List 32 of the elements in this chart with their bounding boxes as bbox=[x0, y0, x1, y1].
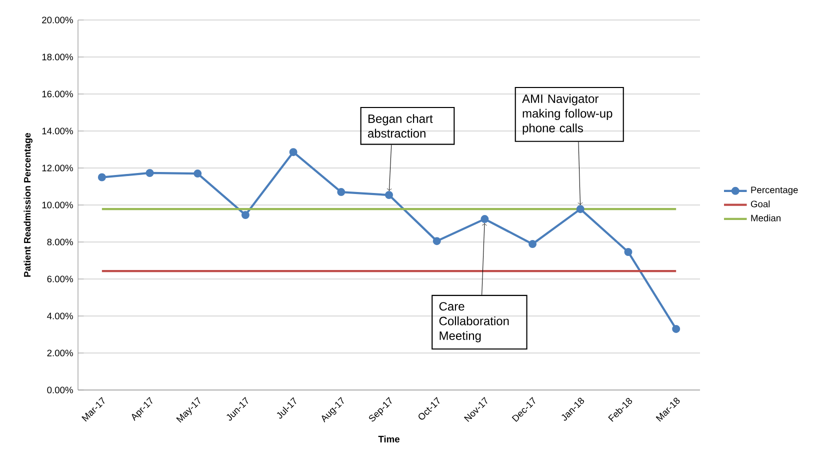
point bbox=[289, 148, 298, 156]
point bbox=[98, 173, 106, 182]
y-tick-label: 10.00% bbox=[42, 202, 73, 208]
y-tick-label: 8.00% bbox=[47, 238, 73, 246]
point bbox=[672, 324, 680, 333]
point bbox=[194, 170, 202, 178]
point bbox=[528, 240, 537, 248]
legend-label: Median bbox=[751, 214, 780, 222]
y-tick-label: 16.00% bbox=[42, 90, 73, 98]
legend-label: Percentage bbox=[751, 186, 798, 196]
y-tick-label: 0.00% bbox=[47, 386, 73, 394]
annotation: AMI Navigator making follow-up phone calls bbox=[522, 94, 612, 135]
annotation: Care Collaboration Meeting bbox=[439, 302, 509, 342]
legend-label: Goal bbox=[750, 200, 770, 208]
annotation: Began chart abstraction bbox=[368, 114, 433, 138]
point bbox=[241, 210, 250, 219]
point bbox=[576, 205, 584, 214]
y-tick-label: 20.00% bbox=[42, 16, 73, 24]
y-tick-label: 4.00% bbox=[47, 312, 73, 320]
y-axis-title: Patient Readmission Percentage bbox=[24, 132, 32, 277]
point bbox=[337, 188, 346, 196]
y-tick-label: 18.00% bbox=[42, 54, 73, 60]
point bbox=[624, 248, 632, 256]
x-axis-title: Time bbox=[378, 436, 400, 442]
y-tick-label: 14.00% bbox=[42, 128, 73, 134]
point bbox=[480, 215, 489, 224]
y-tick-label: 12.00% bbox=[42, 164, 73, 172]
point bbox=[432, 237, 441, 246]
y-tick-label: 6.00% bbox=[47, 276, 73, 282]
y-tick-label: 2.00% bbox=[47, 350, 73, 356]
point bbox=[385, 191, 394, 200]
point bbox=[146, 168, 154, 177]
